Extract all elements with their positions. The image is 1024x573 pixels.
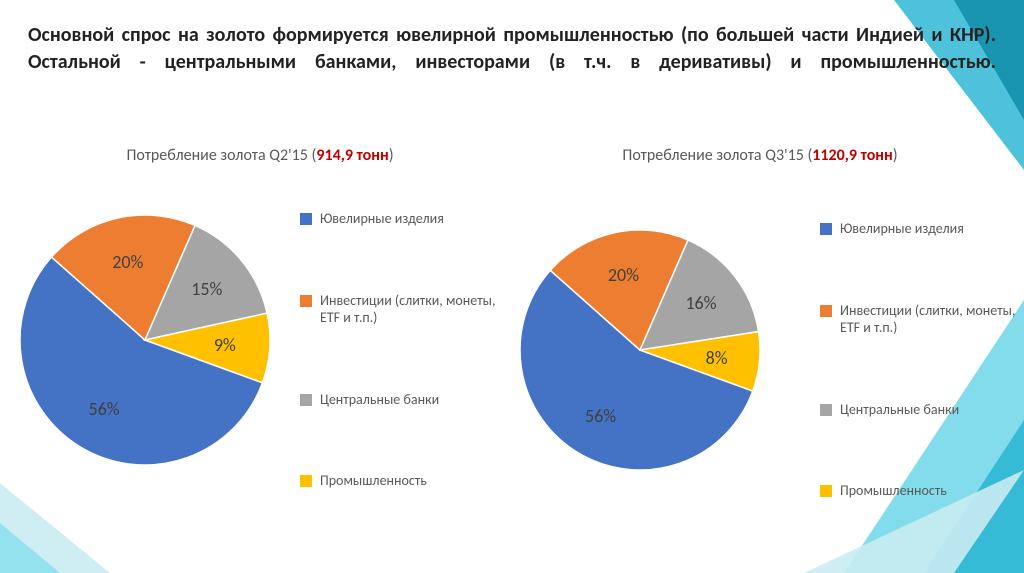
legend-q3-label-0: Ювелирные изделия xyxy=(840,220,964,238)
legend-q3-swatch-3 xyxy=(820,485,832,497)
legend-q2-swatch-1 xyxy=(300,295,312,307)
legend-q3-swatch-2 xyxy=(820,404,832,416)
chart-q3-title-highlight: 1120,9 тонн xyxy=(812,146,892,165)
chart-q3-title-prefix: Потребление золота Q3'15 ( xyxy=(622,146,812,165)
pie-q2-label-1: 20% xyxy=(112,251,143,273)
legend-q2-label-0: Ювелирные изделия xyxy=(320,210,444,228)
pie-q2: 56% 20% 15% 9% xyxy=(20,215,270,465)
chart-q3-title-suffix: ) xyxy=(893,146,898,165)
legend-q2-label-1: Инвестиции (слитки, монеты, ETF и т.п.) xyxy=(320,292,500,327)
chart-q2-block: Потребление золота Q2'15 (914,9 тонн) xyxy=(10,146,510,165)
legend-q3-item-0: Ювелирные изделия xyxy=(820,220,1020,238)
legend-q2-swatch-0 xyxy=(300,213,312,225)
pie-q2-label-0: 56% xyxy=(88,398,119,420)
legend-q3-label-1: Инвестиции (слитки, монеты, ETF и т.п.) xyxy=(840,302,1020,337)
pie-q3: 56% 20% 16% 8% xyxy=(520,230,760,470)
legend-q3-item-2: Центральные банки xyxy=(820,401,1020,419)
pie-q3-label-3: 8% xyxy=(706,347,728,369)
legend-q3-swatch-1 xyxy=(820,305,832,317)
pie-q3-label-0: 56% xyxy=(585,405,616,427)
legend-q3-label-3: Промышленность xyxy=(840,482,947,500)
legend-q3-item-3: Промышленность xyxy=(820,482,1020,500)
legend-q3-item-1: Инвестиции (слитки, монеты, ETF и т.п.) xyxy=(820,302,1020,337)
legend-q3-label-2: Центральные банки xyxy=(840,401,959,419)
pie-q2-label-2: 15% xyxy=(191,278,222,300)
legend-q2-swatch-2 xyxy=(300,394,312,406)
chart-q3-title: Потребление золота Q3'15 (1120,9 тонн) xyxy=(510,146,1010,165)
chart-q2-title-highlight: 914,9 тонн xyxy=(316,146,388,165)
legend-q2-item-3: Промышленность xyxy=(300,472,500,490)
legend-q2-swatch-3 xyxy=(300,475,312,487)
background-triangles-left xyxy=(0,453,160,573)
legend-q2-item-0: Ювелирные изделия xyxy=(300,210,500,228)
slide-title: Основной спрос на золото формируется юве… xyxy=(28,22,996,76)
chart-q2-title-prefix: Потребление золота Q2'15 ( xyxy=(126,146,316,165)
legend-q2-label-2: Центральные банки xyxy=(320,391,439,409)
chart-q3-block: Потребление золота Q3'15 (1120,9 тонн) xyxy=(510,146,1010,165)
legend-q2-label-3: Промышленность xyxy=(320,472,427,490)
legend-q3-swatch-0 xyxy=(820,223,832,235)
legend-q3: Ювелирные изделия Инвестиции (слитки, мон… xyxy=(820,220,1020,500)
pie-q2-label-3: 9% xyxy=(214,334,236,356)
pie-q3-label-2: 16% xyxy=(685,292,716,314)
chart-q2-title-suffix: ) xyxy=(389,146,394,165)
legend-q2-item-1: Инвестиции (слитки, монеты, ETF и т.п.) xyxy=(300,292,500,327)
chart-q2-title: Потребление золота Q2'15 (914,9 тонн) xyxy=(10,146,510,165)
pie-q3-label-1: 20% xyxy=(608,264,639,286)
legend-q2: Ювелирные изделия Инвестиции (слитки, мон… xyxy=(300,210,500,490)
legend-q2-item-2: Центральные банки xyxy=(300,391,500,409)
